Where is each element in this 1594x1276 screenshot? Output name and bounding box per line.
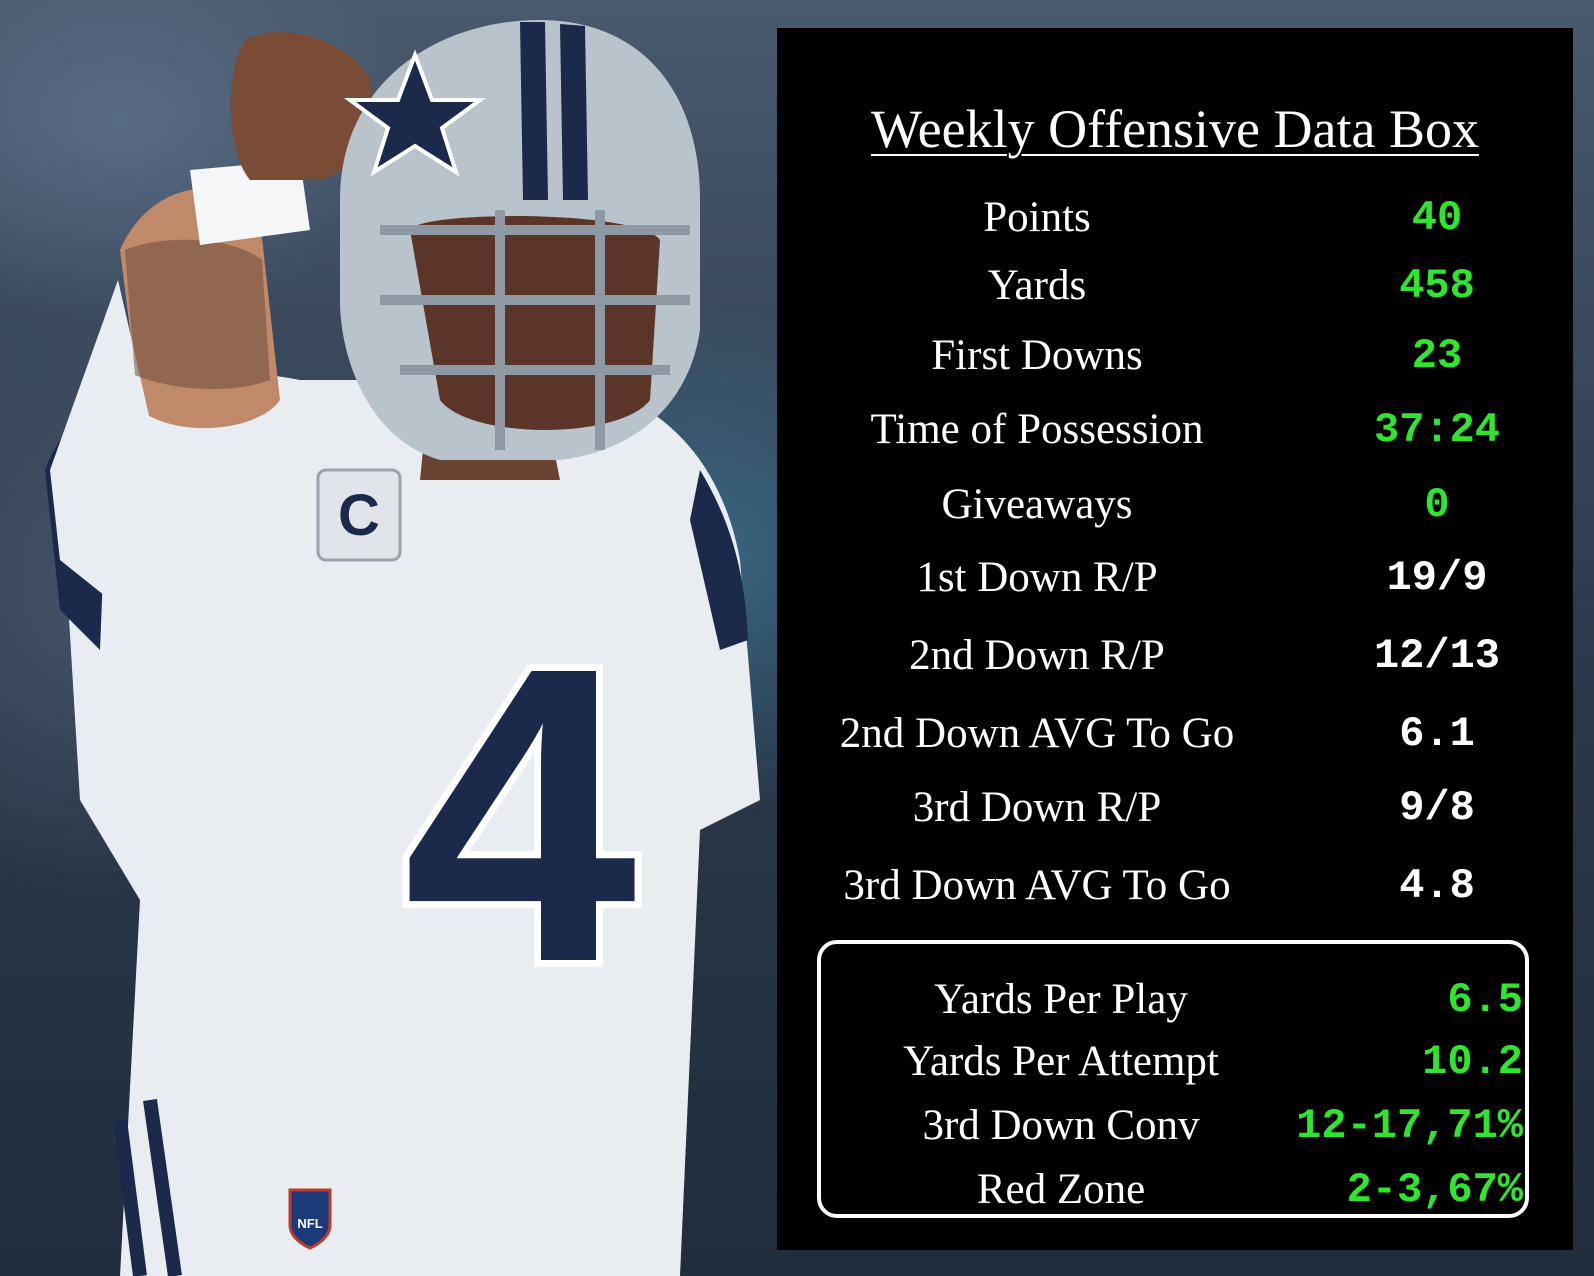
stat-value: 23	[1411, 332, 1463, 380]
stat-label: Giveaways	[941, 481, 1133, 528]
offensive-data-panel: Weekly Offensive Data Box Points 40 Yards 4…	[777, 28, 1573, 1250]
stat-row: Giveaways 0	[777, 475, 1573, 535]
efficiency-label: 3rd Down Conv	[922, 1102, 1200, 1149]
captain-patch	[316, 468, 402, 562]
stat-value: 9/8	[1399, 784, 1475, 832]
stat-label: Points	[983, 194, 1091, 241]
efficiency-row: Red Zone 2-3,67%	[821, 1160, 1525, 1220]
stat-value: 0	[1424, 481, 1450, 529]
efficiency-value: 6.5	[1447, 976, 1523, 1024]
efficiency-box: Yards Per Play 6.5 Yards Per Attempt 10.2 3r…	[817, 940, 1529, 1218]
stat-value: 12/13	[1373, 632, 1501, 680]
quarterback-illustration: C 4 NFL	[45, 20, 760, 1276]
stat-value: 4.8	[1399, 862, 1475, 910]
panel-title: Weekly Offensive Data Box	[871, 99, 1479, 159]
stat-row: 1st Down R/P 19/9	[777, 548, 1573, 608]
stat-row: 2nd Down AVG To Go 6.1	[777, 704, 1573, 764]
efficiency-row: Yards Per Attempt 10.2	[821, 1032, 1525, 1092]
efficiency-row: Yards Per Play 6.5	[821, 970, 1525, 1030]
stat-row: First Downs 23	[777, 326, 1573, 386]
stat-value: 37:24	[1373, 406, 1501, 454]
efficiency-value: 10.2	[1422, 1038, 1523, 1086]
stat-row: Time of Possession 37:24	[777, 400, 1573, 460]
stat-row: 2nd Down R/P 12/13	[777, 626, 1573, 686]
stat-label: 2nd Down AVG To Go	[839, 710, 1235, 757]
stat-value: 6.1	[1399, 710, 1475, 758]
nfl-shield-text: NFL	[297, 1216, 322, 1231]
stat-row: 3rd Down AVG To Go 4.8	[777, 856, 1573, 916]
stat-value: 19/9	[1386, 554, 1488, 602]
stat-row: Points 40	[777, 188, 1573, 248]
stat-label: First Downs	[931, 332, 1143, 379]
stat-value: 458	[1399, 262, 1475, 310]
stat-row: Yards 458	[777, 256, 1573, 316]
stat-label: Yards	[987, 262, 1087, 309]
stat-label: 3rd Down R/P	[912, 784, 1162, 831]
stat-label: 3rd Down AVG To Go	[843, 862, 1231, 909]
efficiency-label: Red Zone	[976, 1166, 1146, 1213]
star-logo-icon	[343, 49, 487, 177]
stat-label: 1st Down R/P	[916, 554, 1158, 601]
stat-label: Time of Possession	[870, 406, 1204, 453]
nfl-shield-icon	[288, 1188, 332, 1250]
efficiency-value: 12-17,71%	[1296, 1102, 1523, 1150]
captain-letter: C	[338, 483, 380, 548]
stat-value: 40	[1411, 194, 1463, 242]
efficiency-label: Yards Per Play	[934, 976, 1188, 1023]
efficiency-row: 3rd Down Conv 12-17,71%	[821, 1096, 1525, 1156]
efficiency-value: 2-3,67%	[1346, 1166, 1523, 1214]
stat-label: 2nd Down R/P	[909, 632, 1165, 679]
stat-row: 3rd Down R/P 9/8	[777, 778, 1573, 838]
jersey-number: 4	[403, 581, 639, 1050]
efficiency-label: Yards Per Attempt	[903, 1038, 1219, 1085]
